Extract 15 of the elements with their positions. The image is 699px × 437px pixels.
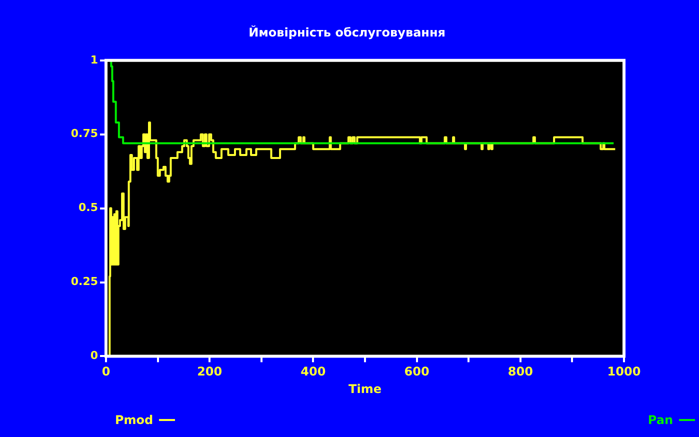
x-tick-label: 0 — [102, 364, 110, 379]
y-tick-label: 0.5 — [78, 201, 98, 214]
y-tick-label: 0.75 — [70, 127, 98, 140]
y-tick-label: 0 — [90, 349, 98, 362]
x-tick-label: 800 — [508, 364, 533, 379]
x-tick-label: 400 — [300, 364, 326, 379]
x-tick-label: 600 — [404, 364, 430, 379]
x-tick-label: 1000 — [607, 364, 641, 379]
legend-label: Pan — [648, 413, 673, 427]
y-tick-label: 0.25 — [70, 275, 98, 288]
x-tick-label: 200 — [197, 364, 222, 379]
legend-label: Pmod — [115, 413, 154, 427]
y-tick-label: 1 — [90, 53, 98, 66]
chart-title: Ймовірність обслуговування — [248, 24, 446, 40]
x-axis-title: Time — [348, 382, 382, 396]
